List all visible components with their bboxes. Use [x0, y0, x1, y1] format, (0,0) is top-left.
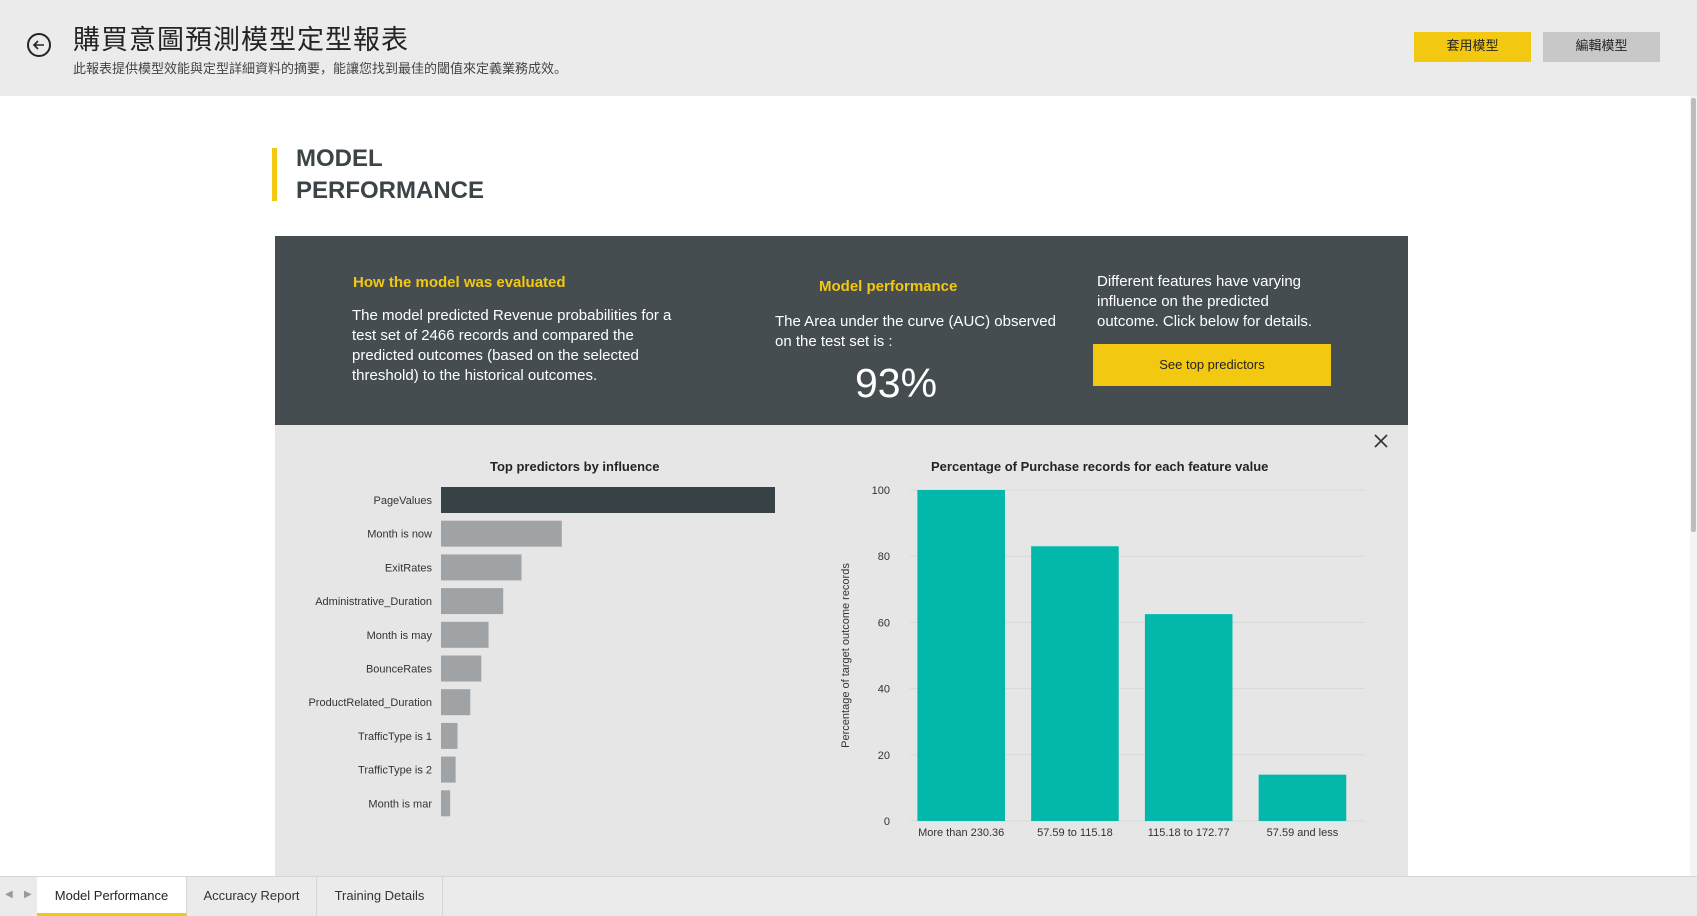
- back-arrow-icon: [32, 40, 44, 50]
- predictor-bar: [441, 689, 471, 716]
- y-tick-label: 80: [878, 551, 890, 563]
- summary-panel: How the model was evaluated The model pr…: [275, 236, 1408, 425]
- x-tick-label: 115.18 to 172.77: [1148, 827, 1230, 839]
- tab-scroll-left-icon[interactable]: ◀: [5, 889, 13, 900]
- tab-scroll-right-icon[interactable]: ▶: [24, 889, 32, 900]
- evaluation-heading: How the model was evaluated: [353, 274, 566, 291]
- predictors-panel: Top predictors by influence PageValues Mo…: [275, 425, 1408, 876]
- predictor-label: Month is may: [367, 630, 433, 642]
- predictor-label: Month is mar: [368, 798, 432, 810]
- predictors-bar-chart: PageValues Month is now ExitRates Administr…: [308, 487, 775, 817]
- see-top-predictors-button[interactable]: See top predictors: [1093, 344, 1331, 386]
- predictor-bar: [441, 722, 458, 749]
- y-tick-label: 60: [878, 617, 890, 629]
- predictor-bar: [441, 621, 489, 648]
- predictor-label: TrafficType is 2: [358, 765, 432, 777]
- predictor-label: TrafficType is 1: [358, 731, 432, 743]
- section-title: MODEL PERFORMANCE: [296, 145, 485, 204]
- purchase-bar: [1144, 614, 1233, 821]
- apply-model-button[interactable]: 套用模型: [1414, 32, 1531, 62]
- predictor-label: Administrative_Duration: [315, 596, 432, 608]
- predictor-bar: [441, 520, 562, 547]
- predictor-label: ExitRates: [385, 562, 433, 574]
- predictor-bar: [441, 487, 775, 513]
- performance-text: The Area under the curve (AUC) observed …: [775, 313, 1056, 350]
- edit-model-button[interactable]: 編輯模型: [1543, 32, 1660, 62]
- predictor-bar: [441, 588, 504, 615]
- predictor-label: ProductRelated_Duration: [308, 697, 432, 709]
- predictor-label: Month is now: [367, 529, 432, 541]
- purchase-bar: [1031, 546, 1119, 821]
- y-tick-label: 20: [878, 750, 890, 762]
- x-tick-label: 57.59 and less: [1267, 827, 1339, 839]
- predictor-bar: [441, 790, 451, 817]
- purchase-chart-title: Percentage of Purchase records for each …: [931, 459, 1269, 474]
- predictor-label: BounceRates: [366, 664, 433, 676]
- x-tick-label: More than 230.36: [918, 827, 1004, 839]
- section-accent-bar: [272, 148, 277, 201]
- purchase-bar: [1258, 774, 1347, 821]
- tab-accuracy-report[interactable]: Accuracy Report: [187, 877, 317, 916]
- y-axis-label: Percentage of target outcome records: [840, 563, 852, 748]
- purchase-bar-chart: 0 20 40 60 80 100 Percentage of target outcome…: [840, 485, 1365, 839]
- predictor-bar: [441, 554, 522, 581]
- predictor-bar: [441, 655, 482, 682]
- features-text: Different features have varying influenc…: [1097, 273, 1313, 330]
- page-tabs: ◀ ▶ Model Performance Accuracy Report Tr…: [0, 876, 1697, 916]
- predictors-chart-title: Top predictors by influence: [490, 459, 660, 474]
- back-button[interactable]: [27, 33, 51, 57]
- purchase-bar: [917, 490, 1005, 821]
- y-tick-label: 0: [884, 816, 890, 828]
- report-header: 購買意圖預測模型定型報表 此報表提供模型效能與定型詳細資料的摘要，能讓您找到最佳…: [0, 0, 1697, 96]
- scrollbar-thumb[interactable]: [1691, 98, 1696, 532]
- evaluation-text: The model predicted Revenue probabilitie…: [352, 307, 672, 384]
- predictor-label: PageValues: [373, 495, 432, 507]
- tab-model-performance[interactable]: Model Performance: [37, 877, 187, 916]
- page-subtitle: 此報表提供模型效能與定型詳細資料的摘要，能讓您找到最佳的閾值來定義業務成效。: [73, 62, 568, 77]
- auc-value: 93%: [855, 360, 938, 406]
- close-icon[interactable]: [1371, 431, 1391, 451]
- y-tick-label: 100: [872, 485, 890, 497]
- predictor-bar: [441, 756, 456, 783]
- page-title: 購買意圖預測模型定型報表: [73, 25, 409, 56]
- y-tick-label: 40: [878, 684, 890, 696]
- tab-training-details[interactable]: Training Details: [317, 877, 443, 916]
- x-tick-label: 57.59 to 115.18: [1037, 827, 1113, 839]
- performance-heading: Model performance: [819, 278, 958, 295]
